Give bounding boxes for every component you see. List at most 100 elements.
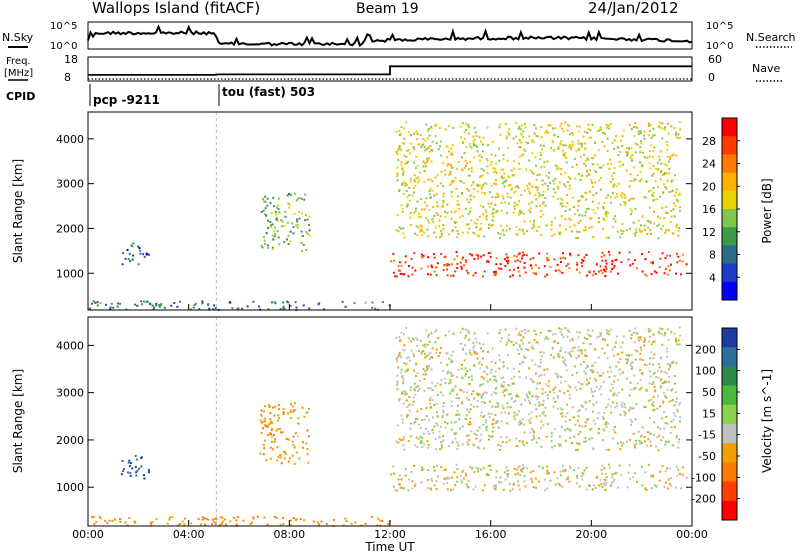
power-echo-cell xyxy=(658,223,661,226)
power-echo-cell xyxy=(304,193,306,196)
power-echo-cell xyxy=(632,126,635,129)
power-echo-cell xyxy=(433,270,436,273)
power-echo-cell xyxy=(519,155,521,158)
velocity-echo-cell xyxy=(455,414,458,416)
velocity-echo-cell xyxy=(412,352,415,355)
velocity-echo-cell xyxy=(430,331,433,334)
power-echo-cell xyxy=(575,163,578,166)
power-echo-cell xyxy=(487,144,489,147)
power-echo-cell xyxy=(436,213,439,216)
power-echo-cell xyxy=(458,203,461,206)
power-echo-cell xyxy=(647,190,650,193)
velocity-echo-cell xyxy=(492,422,495,425)
power-echo-cell xyxy=(403,181,406,184)
power-echo-cell xyxy=(430,160,433,163)
velocity-echo-cell xyxy=(669,365,672,368)
velocity-colorbar-swatch xyxy=(722,347,737,367)
power-echo-cell xyxy=(427,129,429,132)
power-echo-cell xyxy=(493,170,496,173)
velocity-echo-cell xyxy=(665,380,668,383)
power-echo-cell xyxy=(571,143,574,146)
velocity-echo-cell xyxy=(573,435,576,438)
power-echo-cell xyxy=(286,221,289,224)
velocity-echo-cell xyxy=(450,390,453,393)
velocity-echo-cell xyxy=(532,470,535,473)
velocity-echo-cell xyxy=(657,363,660,365)
power-echo-cell xyxy=(442,162,445,165)
power-echo-cell xyxy=(659,177,662,180)
power-echo-cell xyxy=(538,267,540,269)
power-echo-cell xyxy=(556,168,559,170)
power-echo-cell xyxy=(473,126,476,129)
velocity-echo-cell xyxy=(517,466,520,469)
velocity-echo-cell xyxy=(535,407,538,410)
velocity-echo-cell xyxy=(236,515,239,518)
power-echo-cell xyxy=(417,213,420,215)
velocity-echo-cell xyxy=(473,444,476,447)
power-echo-cell xyxy=(494,154,497,157)
power-echo-cell xyxy=(433,194,436,197)
velocity-echo-cell xyxy=(617,353,619,356)
power-echo-cell xyxy=(631,159,633,162)
power-echo-cell xyxy=(663,183,665,186)
velocity-echo-cell xyxy=(493,379,496,382)
power-echo-cell xyxy=(145,300,148,303)
power-echo-cell xyxy=(603,202,606,204)
power-echo-cell xyxy=(263,213,266,216)
power-echo-cell xyxy=(267,308,270,311)
velocity-echo-cell xyxy=(580,352,583,355)
velocity-echo-cell xyxy=(183,523,186,526)
velocity-echo-cell xyxy=(398,399,401,402)
power-echo-cell xyxy=(129,260,132,263)
power-echo-cell xyxy=(278,210,281,213)
velocity-echo-cell xyxy=(559,484,562,487)
velocity-echo-cell xyxy=(472,390,475,393)
velocity-echo-cell xyxy=(659,405,661,408)
velocity-echo-cell xyxy=(600,483,603,486)
power-echo-cell xyxy=(649,221,652,224)
velocity-echo-cell xyxy=(263,410,266,413)
velocity-echo-cell xyxy=(409,422,412,425)
power-echo-cell xyxy=(570,230,573,233)
power-echo-cell xyxy=(497,196,500,198)
power-echo-cell xyxy=(598,270,601,273)
power-echo-cell xyxy=(396,172,399,174)
power-echo-cell xyxy=(479,204,482,207)
power-colorbar-swatch xyxy=(722,136,737,155)
power-echo-cell xyxy=(621,144,624,147)
velocity-echo-cell xyxy=(467,330,470,333)
power-echo-cell xyxy=(533,124,536,127)
velocity-echo-cell xyxy=(656,394,659,397)
power-echo-cell xyxy=(267,219,269,222)
power-echo-cell xyxy=(601,272,604,274)
velocity-echo-cell xyxy=(558,443,561,446)
velocity-echo-cell xyxy=(655,485,658,488)
velocity-echo-cell xyxy=(522,423,525,426)
velocity-echo-cell xyxy=(278,408,280,410)
power-echo-cell xyxy=(415,225,418,228)
power-echo-cell xyxy=(590,225,593,228)
velocity-echo-cell xyxy=(467,329,470,332)
velocity-echo-cell xyxy=(564,380,567,383)
power-echo-cell xyxy=(633,259,636,262)
velocity-echo-cell xyxy=(454,437,457,440)
power-echo-cell xyxy=(653,210,656,213)
power-echo-cell xyxy=(435,266,438,269)
power-echo-cell xyxy=(485,216,488,219)
power-echo-cell xyxy=(531,152,534,155)
velocity-echo-cell xyxy=(521,440,524,443)
power-echo-cell xyxy=(556,197,559,200)
power-echo-cell xyxy=(521,228,524,231)
power-echo-cell xyxy=(629,208,632,211)
velocity-echo-cell xyxy=(430,332,433,335)
power-echo-cell xyxy=(583,130,586,133)
velocity-echo-cell xyxy=(548,380,551,383)
velocity-echo-cell xyxy=(612,386,614,389)
velocity-echo-cell xyxy=(499,476,502,479)
power-echo-cell xyxy=(567,176,570,179)
velocity-echo-cell xyxy=(287,460,290,463)
power-echo-cell xyxy=(625,169,628,172)
velocity-echo-cell xyxy=(595,385,598,388)
power-echo-cell xyxy=(94,301,97,304)
velocity-echo-cell xyxy=(578,485,581,488)
